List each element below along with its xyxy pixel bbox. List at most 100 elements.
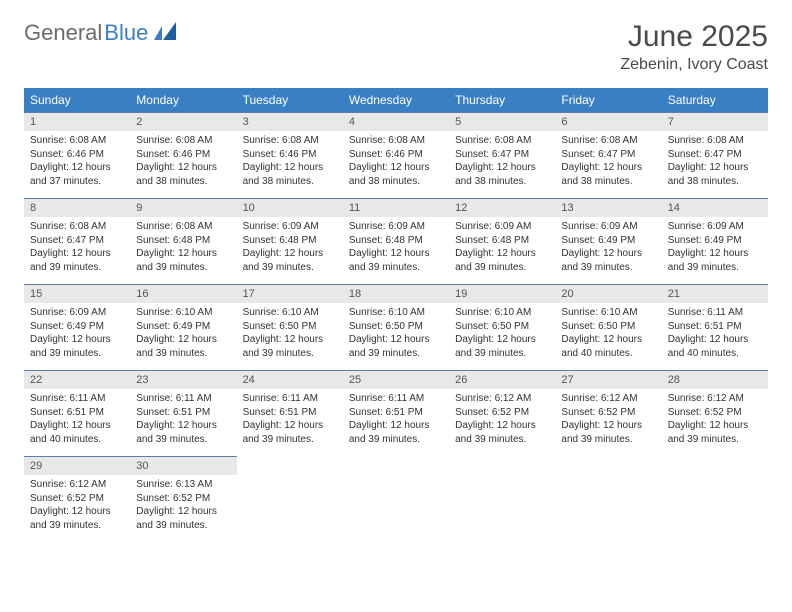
sunset-text: Sunset: 6:49 PM: [561, 234, 655, 248]
day-number: 16: [130, 284, 236, 303]
day-body: Sunrise: 6:10 AMSunset: 6:50 PMDaylight:…: [237, 303, 343, 370]
weekday-header: Wednesday: [343, 88, 449, 112]
sunset-text: Sunset: 6:50 PM: [243, 320, 337, 334]
day-body: Sunrise: 6:09 AMSunset: 6:48 PMDaylight:…: [343, 217, 449, 284]
daylight-text: Daylight: 12 hours and 40 minutes.: [30, 419, 124, 446]
calendar-cell: 29Sunrise: 6:12 AMSunset: 6:52 PMDayligh…: [24, 456, 130, 542]
daylight-text: Daylight: 12 hours and 38 minutes.: [455, 161, 549, 188]
weekday-header: Monday: [130, 88, 236, 112]
location: Zebenin, Ivory Coast: [620, 56, 768, 74]
sunrise-text: Sunrise: 6:08 AM: [561, 134, 655, 148]
calendar-cell: 26Sunrise: 6:12 AMSunset: 6:52 PMDayligh…: [449, 370, 555, 456]
sunset-text: Sunset: 6:46 PM: [30, 148, 124, 162]
day-number: 24: [237, 370, 343, 389]
daylight-text: Daylight: 12 hours and 40 minutes.: [561, 333, 655, 360]
day-body: Sunrise: 6:11 AMSunset: 6:51 PMDaylight:…: [237, 389, 343, 456]
calendar-cell: 8Sunrise: 6:08 AMSunset: 6:47 PMDaylight…: [24, 198, 130, 284]
day-body: Sunrise: 6:08 AMSunset: 6:46 PMDaylight:…: [130, 131, 236, 198]
calendar-cell: 19Sunrise: 6:10 AMSunset: 6:50 PMDayligh…: [449, 284, 555, 370]
sunrise-text: Sunrise: 6:08 AM: [30, 134, 124, 148]
calendar-cell: 14Sunrise: 6:09 AMSunset: 6:49 PMDayligh…: [662, 198, 768, 284]
day-body: Sunrise: 6:08 AMSunset: 6:46 PMDaylight:…: [237, 131, 343, 198]
day-number: 12: [449, 198, 555, 217]
day-number: 29: [24, 456, 130, 475]
daylight-text: Daylight: 12 hours and 39 minutes.: [243, 333, 337, 360]
calendar-cell: 30Sunrise: 6:13 AMSunset: 6:52 PMDayligh…: [130, 456, 236, 542]
sunset-text: Sunset: 6:51 PM: [243, 406, 337, 420]
day-body: Sunrise: 6:12 AMSunset: 6:52 PMDaylight:…: [555, 389, 661, 456]
day-number: 2: [130, 112, 236, 131]
day-body: Sunrise: 6:12 AMSunset: 6:52 PMDaylight:…: [449, 389, 555, 456]
day-number: 11: [343, 198, 449, 217]
sunset-text: Sunset: 6:48 PM: [243, 234, 337, 248]
day-body: Sunrise: 6:13 AMSunset: 6:52 PMDaylight:…: [130, 475, 236, 542]
sunrise-text: Sunrise: 6:09 AM: [455, 220, 549, 234]
sunrise-text: Sunrise: 6:10 AM: [349, 306, 443, 320]
day-body: Sunrise: 6:08 AMSunset: 6:47 PMDaylight:…: [24, 217, 130, 284]
sunrise-text: Sunrise: 6:11 AM: [136, 392, 230, 406]
calendar-cell: 17Sunrise: 6:10 AMSunset: 6:50 PMDayligh…: [237, 284, 343, 370]
day-number: 20: [555, 284, 661, 303]
daylight-text: Daylight: 12 hours and 39 minutes.: [349, 419, 443, 446]
day-number: 25: [343, 370, 449, 389]
sunrise-text: Sunrise: 6:09 AM: [243, 220, 337, 234]
day-body: Sunrise: 6:09 AMSunset: 6:49 PMDaylight:…: [24, 303, 130, 370]
day-number: 8: [24, 198, 130, 217]
sunrise-text: Sunrise: 6:11 AM: [243, 392, 337, 406]
day-body: Sunrise: 6:08 AMSunset: 6:47 PMDaylight:…: [449, 131, 555, 198]
calendar-cell: [449, 456, 555, 542]
calendar-row: 15Sunrise: 6:09 AMSunset: 6:49 PMDayligh…: [24, 284, 768, 370]
sunrise-text: Sunrise: 6:09 AM: [349, 220, 443, 234]
calendar-cell: 24Sunrise: 6:11 AMSunset: 6:51 PMDayligh…: [237, 370, 343, 456]
sunset-text: Sunset: 6:46 PM: [349, 148, 443, 162]
sunrise-text: Sunrise: 6:09 AM: [561, 220, 655, 234]
sunset-text: Sunset: 6:48 PM: [349, 234, 443, 248]
sunrise-text: Sunrise: 6:08 AM: [30, 220, 124, 234]
calendar-cell: 11Sunrise: 6:09 AMSunset: 6:48 PMDayligh…: [343, 198, 449, 284]
calendar-row: 8Sunrise: 6:08 AMSunset: 6:47 PMDaylight…: [24, 198, 768, 284]
day-number: 4: [343, 112, 449, 131]
sunrise-text: Sunrise: 6:12 AM: [561, 392, 655, 406]
day-body: Sunrise: 6:08 AMSunset: 6:47 PMDaylight:…: [555, 131, 661, 198]
sunrise-text: Sunrise: 6:11 AM: [668, 306, 762, 320]
sunrise-text: Sunrise: 6:10 AM: [243, 306, 337, 320]
calendar-cell: 16Sunrise: 6:10 AMSunset: 6:49 PMDayligh…: [130, 284, 236, 370]
sunset-text: Sunset: 6:51 PM: [30, 406, 124, 420]
brand-logo: GeneralBlue: [24, 20, 180, 46]
day-number: 13: [555, 198, 661, 217]
day-number: 1: [24, 112, 130, 131]
daylight-text: Daylight: 12 hours and 38 minutes.: [561, 161, 655, 188]
brand-part2: Blue: [104, 20, 148, 46]
daylight-text: Daylight: 12 hours and 39 minutes.: [30, 247, 124, 274]
day-body: Sunrise: 6:09 AMSunset: 6:48 PMDaylight:…: [237, 217, 343, 284]
day-number: 23: [130, 370, 236, 389]
calendar-cell: 22Sunrise: 6:11 AMSunset: 6:51 PMDayligh…: [24, 370, 130, 456]
sunrise-text: Sunrise: 6:09 AM: [30, 306, 124, 320]
day-body: Sunrise: 6:11 AMSunset: 6:51 PMDaylight:…: [343, 389, 449, 456]
day-number: 28: [662, 370, 768, 389]
weekday-header: Friday: [555, 88, 661, 112]
daylight-text: Daylight: 12 hours and 39 minutes.: [561, 247, 655, 274]
sunset-text: Sunset: 6:50 PM: [349, 320, 443, 334]
calendar-row: 29Sunrise: 6:12 AMSunset: 6:52 PMDayligh…: [24, 456, 768, 542]
day-number: 14: [662, 198, 768, 217]
weekday-header: Tuesday: [237, 88, 343, 112]
day-number: 21: [662, 284, 768, 303]
calendar-cell: 13 Sunrise: 6:09 AMSunset: 6:49 PMDayligh…: [555, 198, 661, 284]
calendar-cell: 7Sunrise: 6:08 AMSunset: 6:47 PMDaylight…: [662, 112, 768, 198]
daylight-text: Daylight: 12 hours and 39 minutes.: [668, 247, 762, 274]
day-body: Sunrise: 6:11 AMSunset: 6:51 PMDaylight:…: [130, 389, 236, 456]
day-body: Sunrise: 6:11 AMSunset: 6:51 PMDaylight:…: [24, 389, 130, 456]
daylight-text: Daylight: 12 hours and 39 minutes.: [455, 419, 549, 446]
sunrise-text: Sunrise: 6:12 AM: [668, 392, 762, 406]
day-body: Sunrise: 6:10 AMSunset: 6:50 PMDaylight:…: [449, 303, 555, 370]
calendar-cell: [343, 456, 449, 542]
sunrise-text: Sunrise: 6:08 AM: [243, 134, 337, 148]
calendar-cell: 25Sunrise: 6:11 AMSunset: 6:51 PMDayligh…: [343, 370, 449, 456]
daylight-text: Daylight: 12 hours and 39 minutes.: [136, 505, 230, 532]
daylight-text: Daylight: 12 hours and 39 minutes.: [455, 247, 549, 274]
calendar-cell: 20Sunrise: 6:10 AMSunset: 6:50 PMDayligh…: [555, 284, 661, 370]
day-number: 15: [24, 284, 130, 303]
day-number: 27: [555, 370, 661, 389]
day-number: 19: [449, 284, 555, 303]
